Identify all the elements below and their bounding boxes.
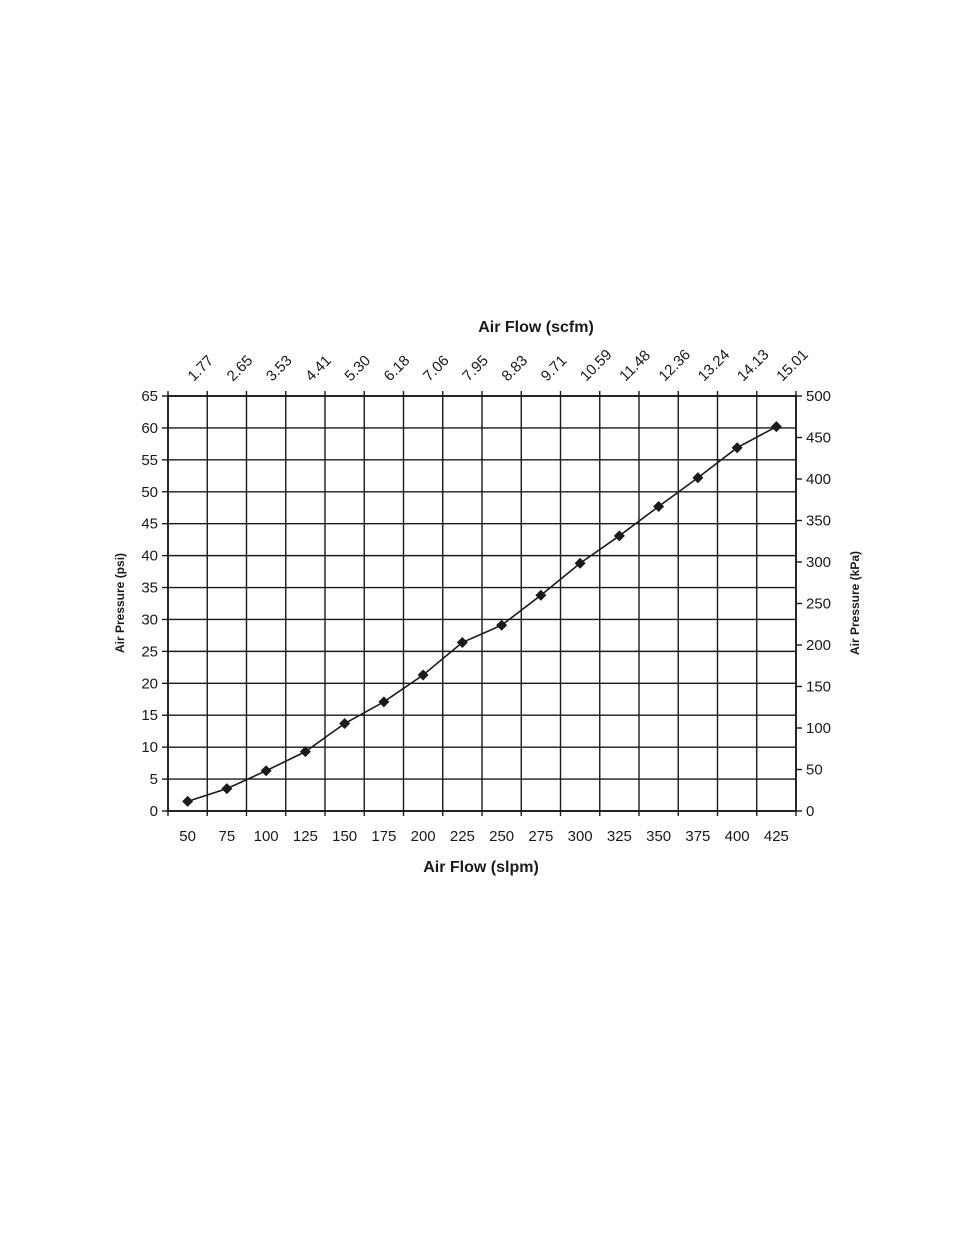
x2-tick-label: 1.77 — [184, 352, 217, 385]
data-point — [731, 442, 743, 454]
y-tick-label: 50 — [141, 484, 158, 501]
x2-tick-label: 2.65 — [224, 352, 257, 385]
y-tick-label: 45 — [141, 516, 158, 533]
x-tick-label: 175 — [371, 828, 396, 845]
data-point — [770, 421, 782, 433]
x-tick-label: 225 — [450, 828, 475, 845]
y-tick-label: 30 — [141, 611, 158, 628]
x-tick-label: 275 — [528, 828, 553, 845]
data-point — [299, 746, 311, 758]
y-tick-label: 15 — [141, 707, 158, 724]
y-axis-title: Air Pressure (psi) — [113, 553, 127, 653]
data-point — [456, 636, 468, 648]
data-point — [417, 669, 429, 681]
x2-tick-label: 12.36 — [655, 346, 694, 385]
pressure-series — [182, 421, 782, 807]
y-tick-label: 35 — [141, 580, 158, 597]
grid-lines — [167, 395, 797, 812]
data-point — [260, 765, 272, 777]
x-tick-label: 425 — [764, 828, 789, 845]
x2-tick-label: 10.59 — [577, 346, 616, 385]
x-tick-label: 400 — [725, 828, 750, 845]
y2-tick-label: 450 — [806, 430, 831, 447]
y2-tick-label: 50 — [806, 762, 823, 779]
y-tick-label: 55 — [141, 452, 158, 469]
x-tick-label: 250 — [489, 828, 514, 845]
series-line — [187, 425, 777, 803]
x-tick-label: 100 — [254, 828, 279, 845]
y-tick-label: 20 — [141, 675, 158, 692]
x2-tick-label: 7.06 — [420, 352, 453, 385]
y-tick-label: 25 — [141, 643, 158, 660]
x2-tick-label: 14.13 — [734, 346, 773, 385]
x2-tick-label: 11.48 — [616, 347, 654, 385]
y-tick-label: 5 — [150, 771, 158, 788]
y2-tick-label: 0 — [806, 803, 814, 820]
y2-tick-label: 400 — [806, 471, 831, 488]
x2-tick-label: 6.18 — [381, 352, 414, 385]
y-axis-left: 0 5 10 15 20 25 30 35 40 45 50 55 60 65 — [141, 388, 168, 820]
y2-tick-label: 100 — [806, 720, 831, 737]
data-point — [653, 500, 665, 512]
x2-tick-label: 5.30 — [341, 352, 374, 385]
y2-tick-label: 300 — [806, 554, 831, 571]
x-axis-title: Air Flow (slpm) — [423, 859, 539, 876]
x-tick-label: 150 — [332, 828, 357, 845]
x-tick-label: 125 — [293, 828, 318, 845]
x2-tick-label: 7.95 — [459, 352, 492, 385]
y-tick-label: 40 — [141, 548, 158, 565]
y2-axis-title: Air Pressure (kPa) — [848, 551, 862, 655]
x-tick-label: 325 — [607, 828, 632, 845]
x2-axis-title: Air Flow (scfm) — [478, 319, 594, 336]
x-tick-label: 75 — [219, 828, 236, 845]
y2-tick-label: 350 — [806, 513, 831, 530]
x2-tick-label: 8.83 — [498, 352, 531, 385]
data-point — [378, 696, 390, 708]
y2-tick-label: 150 — [806, 679, 831, 696]
y2-tick-label: 200 — [806, 637, 831, 654]
x2-tick-label: 15.01 — [773, 346, 812, 385]
x-tick-label: 300 — [568, 828, 593, 845]
x2-tick-label: 13.24 — [695, 346, 734, 385]
x-axis-bottom: 50 75 100 125 150 175 200 225 250 275 300 325 350 375… — [167, 811, 797, 845]
data-point — [613, 530, 625, 542]
data-point — [221, 783, 233, 795]
y-tick-label: 10 — [141, 739, 158, 756]
y-axis-right: 0 50 100 150 200 250 300 350 400 450 500 — [796, 388, 831, 820]
y-tick-label: 0 — [150, 803, 158, 820]
x-tick-label: 375 — [685, 828, 710, 845]
x2-tick-label: 3.53 — [263, 352, 296, 385]
data-point — [496, 619, 508, 631]
y2-tick-label: 250 — [806, 596, 831, 613]
y-tick-label: 65 — [141, 388, 158, 405]
data-point — [692, 472, 704, 484]
y-tick-label: 60 — [141, 420, 158, 437]
x2-tick-label: 9.71 — [538, 352, 571, 385]
y2-tick-label: 500 — [806, 388, 831, 405]
x-tick-label: 50 — [179, 828, 196, 845]
x-tick-label: 350 — [646, 828, 671, 845]
x-axis-top: 1.77 2.65 3.53 4.41 5.30 6.18 7.06 7.95 8.83 9.71… — [167, 346, 812, 396]
data-point — [574, 557, 586, 569]
x-tick-label: 200 — [411, 828, 436, 845]
data-point — [182, 795, 194, 807]
data-point — [535, 589, 547, 601]
x2-tick-label: 4.41 — [302, 352, 335, 385]
data-point — [339, 718, 351, 730]
